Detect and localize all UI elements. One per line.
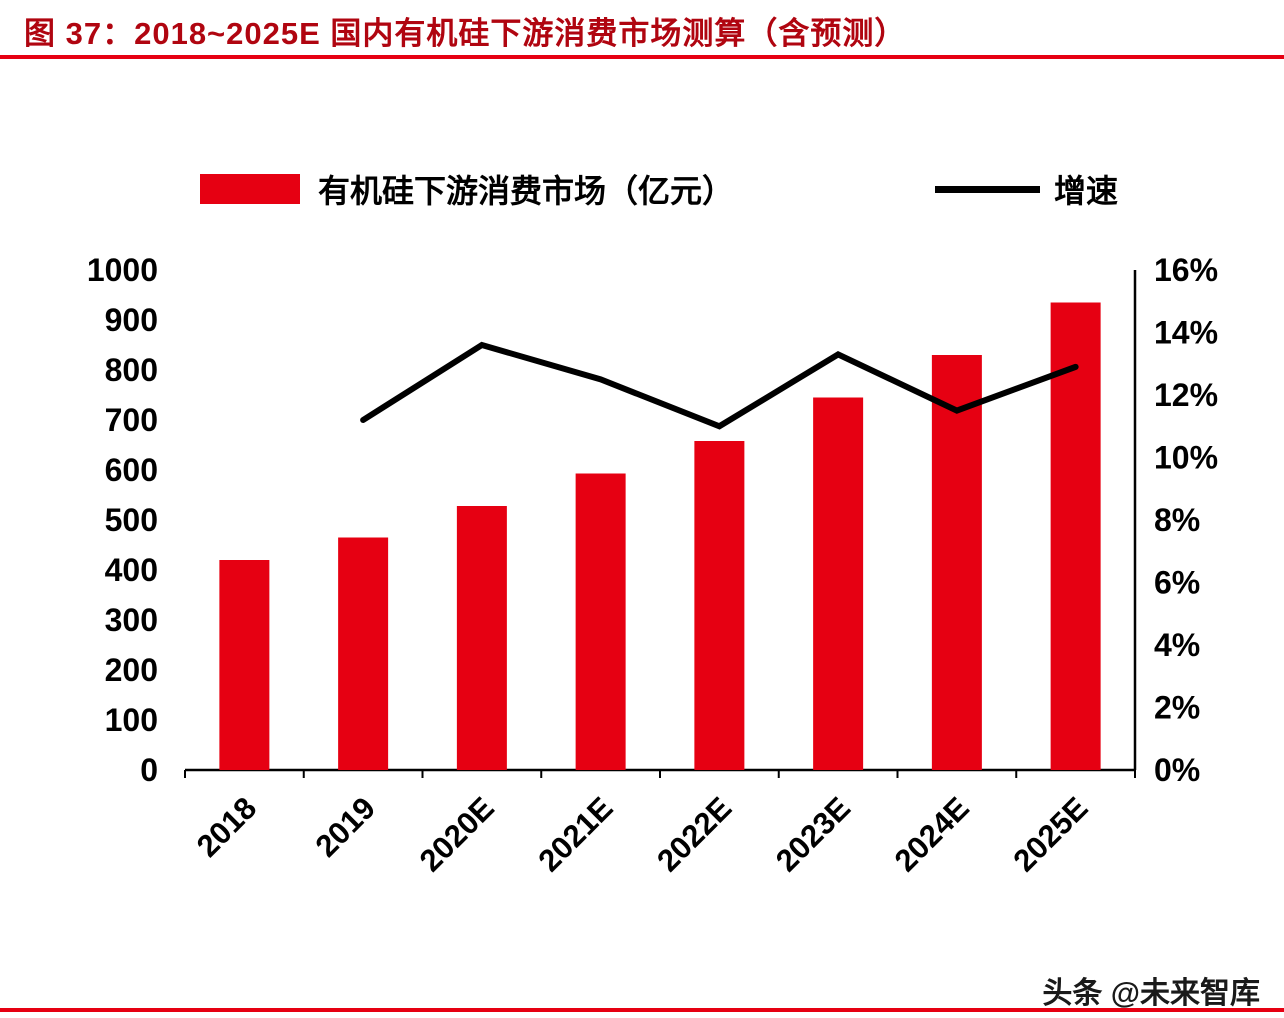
right-axis-tick-label: 4% bbox=[1154, 627, 1200, 663]
bar-2025E bbox=[1050, 302, 1101, 770]
x-category-label: 2020E bbox=[413, 790, 501, 878]
right-axis-tick-label: 12% bbox=[1154, 377, 1218, 413]
left-axis-tick-label: 900 bbox=[105, 302, 158, 338]
bar-2018 bbox=[219, 560, 270, 770]
line-series-swatch bbox=[935, 185, 1040, 193]
bar-2022E bbox=[694, 441, 745, 770]
left-axis-tick-label: 400 bbox=[105, 552, 158, 588]
growth-line bbox=[360, 341, 1079, 430]
x-category-label: 2018 bbox=[190, 790, 264, 864]
x-category-label: 2019 bbox=[309, 790, 383, 864]
bar-series-swatch bbox=[200, 174, 300, 204]
right-axis-tick-label: 16% bbox=[1154, 252, 1218, 288]
right-axis-tick-label: 14% bbox=[1154, 315, 1218, 351]
legend-item-bar-series: 有机硅下游消费市场（亿元） bbox=[200, 166, 734, 212]
left-axis-tick-label: 800 bbox=[105, 352, 158, 388]
left-axis-tick-label: 300 bbox=[105, 602, 158, 638]
bar-series-label: 有机硅下游消费市场（亿元） bbox=[318, 173, 735, 209]
left-axis-tick-label: 600 bbox=[105, 452, 158, 488]
bar-2020E bbox=[456, 506, 507, 770]
x-category-label: 2025E bbox=[1006, 790, 1094, 878]
top-rule bbox=[0, 55, 1284, 59]
left-axis-tick-label: 700 bbox=[105, 402, 158, 438]
chart-legend: 有机硅下游消费市场（亿元） 增速 bbox=[0, 160, 1284, 220]
right-axis-tick-label: 6% bbox=[1154, 565, 1200, 601]
x-category-label: 2022E bbox=[650, 790, 738, 878]
bar-2023E bbox=[813, 397, 864, 770]
right-axis-tick-label: 2% bbox=[1154, 690, 1200, 726]
line-series-label: 增速 bbox=[1054, 173, 1119, 209]
x-category-label: 2024E bbox=[888, 790, 976, 878]
x-category-label: 2021E bbox=[531, 790, 619, 878]
right-axis-tick-label: 0% bbox=[1154, 752, 1200, 788]
left-axis-tick-label: 500 bbox=[105, 502, 158, 538]
combo-chart-svg: 0 100 200 300 400 500 600 700 800 900 1000 0% 2% 4% 6%… bbox=[87, 252, 1218, 878]
right-axis-tick-label: 8% bbox=[1154, 502, 1200, 538]
combo-chart: 0 100 200 300 400 500 600 700 800 900 1000 0% 2% 4% 6%… bbox=[0, 235, 1284, 935]
bar-2024E bbox=[931, 355, 982, 770]
left-axis-tick-label: 0 bbox=[140, 752, 158, 788]
right-axis-tick-label: 10% bbox=[1154, 440, 1218, 476]
legend-item-line-series: 增速 bbox=[935, 166, 1118, 212]
left-axis-tick-label: 100 bbox=[105, 702, 158, 738]
bottom-rule bbox=[0, 1008, 1284, 1012]
bar-2021E bbox=[575, 473, 626, 770]
x-category-label: 2023E bbox=[769, 790, 857, 878]
left-axis-tick-label: 200 bbox=[105, 652, 158, 688]
footer-credit: 头条 @未来智库 bbox=[1042, 977, 1260, 1010]
figure-title: 图 37：2018~2025E 国内有机硅下游消费市场测算（含预测） bbox=[24, 16, 907, 51]
bar-2019 bbox=[338, 537, 389, 770]
left-axis-tick-label: 1000 bbox=[87, 252, 158, 288]
